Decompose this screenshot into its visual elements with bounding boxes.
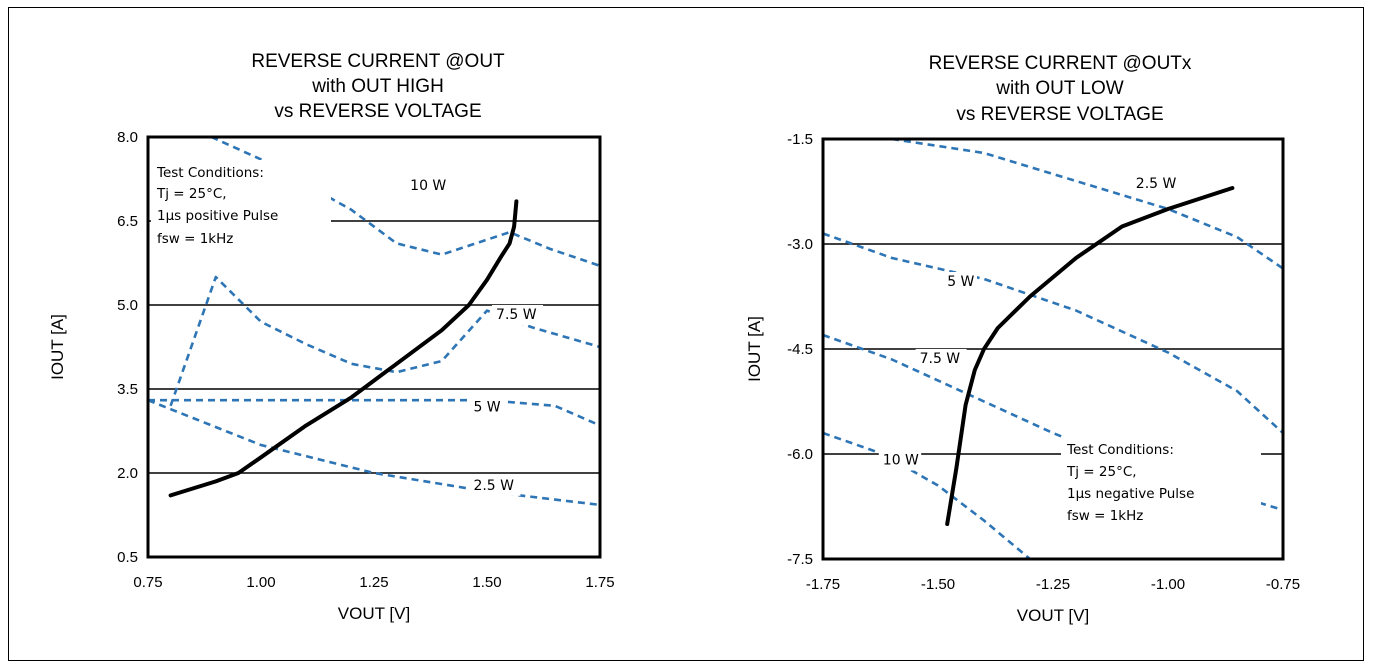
chart1-annotation-line-1: Test Conditions: xyxy=(156,165,264,181)
chart2-plot-border xyxy=(821,137,1285,561)
chart1-annotation-line-3: 1µs positive Pulse xyxy=(157,208,278,224)
chart2-y-tick-label: -3.0 xyxy=(787,236,813,253)
chart2-annotation-line-2: Tj = 25°C, xyxy=(1066,464,1137,480)
chart2-power-curve-10W xyxy=(822,431,1031,560)
chart2-series-line xyxy=(945,186,1235,526)
chart1-x-tick-label: 1.75 xyxy=(585,574,614,591)
chart2-y-tick-label: -6.0 xyxy=(787,446,813,463)
chart2-power-label-bg xyxy=(878,450,922,471)
chart1-title-line-1: REVERSE CURRENT @OUT xyxy=(251,51,505,72)
chart2-annotation-line-1: Test Conditions: xyxy=(1066,442,1174,458)
chart1-y-tick-label: 3.5 xyxy=(117,381,138,398)
chart2-power-label-bg xyxy=(915,349,967,369)
chart1-x-tick-label: 1.00 xyxy=(246,574,275,591)
chart2-y-tick-label: -4.5 xyxy=(787,341,813,358)
chart1-y-axis-label: IOUT [A] xyxy=(48,314,67,380)
chart2-power-label-bg xyxy=(1131,174,1183,194)
chart2-power-label: 10 W xyxy=(883,453,919,469)
chart2-x-tick-label: -1.75 xyxy=(806,576,840,593)
chart2-power-label: 2.5 W xyxy=(1136,176,1177,192)
chart2-y-axis-label: IOUT [A] xyxy=(745,316,764,382)
chart1-power-label-bg xyxy=(469,475,521,496)
chart1-annotation-line-2: Tj = 25°C, xyxy=(156,186,227,202)
chart2-power-curve-5W xyxy=(822,232,1284,434)
chart1-power-label: 10 W xyxy=(410,178,446,194)
chart1-x-tick-label: 1.50 xyxy=(472,574,501,591)
chart1-power-label: 5 W xyxy=(473,399,500,415)
chart2-annotation-line-4: fsw = 1kHz xyxy=(1067,508,1143,524)
chart1-power-curve-75W xyxy=(169,275,601,407)
chart1-power-label: 2.5 W xyxy=(473,478,514,494)
chart2-y-tick-label: -1.5 xyxy=(787,131,813,148)
chart2-title-line-2: with OUT LOW xyxy=(995,78,1123,99)
chart2-y-tick-label: -7.5 xyxy=(787,551,813,568)
chart1-y-tick-label: 5.0 xyxy=(117,297,138,314)
chart1-series-line xyxy=(168,199,519,498)
chart2-power-label: 5 W xyxy=(947,274,974,290)
chart1-power-label-bg xyxy=(406,176,449,197)
chart2-x-tick-label: -1.25 xyxy=(1036,576,1070,593)
chart1-title-line-2: with OUT HIGH xyxy=(311,76,444,97)
chart1-y-tick-label: 2.0 xyxy=(117,465,138,482)
chart1-power-curve-25W xyxy=(147,398,601,507)
chart2-power-label: 7.5 W xyxy=(920,351,961,367)
chart2-x-tick-label: -0.75 xyxy=(1266,576,1300,593)
chart2-x-tick-label: -1.00 xyxy=(1151,576,1185,593)
chart2-annotation-line-3: 1µs negative Pulse xyxy=(1067,486,1194,502)
chart1-x-axis-label: VOUT [V] xyxy=(338,604,410,623)
chart1-power-label-bg xyxy=(492,305,544,325)
chart1-power-label-bg xyxy=(469,397,504,418)
chart2-annotation-bg xyxy=(1061,437,1261,529)
chart1-title-line-3: vs REVERSE VOLTAGE xyxy=(274,101,481,122)
chart2-power-label-bg xyxy=(943,272,977,292)
chart1-annotation-line-4: fsw = 1kHz xyxy=(157,231,233,247)
chart1-x-tick-label: 1.25 xyxy=(359,574,388,591)
chart1-y-tick-label: 0.5 xyxy=(117,549,138,566)
chart2-title-line-1: REVERSE CURRENT @OUTx xyxy=(929,53,1192,74)
chart1-y-tick-label: 6.5 xyxy=(117,213,138,230)
chart1-x-tick-label: 0.75 xyxy=(133,574,162,591)
chart1-power-label: 7.5 W xyxy=(496,307,537,323)
chart1-y-tick-label: 8.0 xyxy=(117,129,138,146)
chart1-annotation-bg xyxy=(151,160,331,252)
chart1-power-curve-5W xyxy=(148,398,601,427)
chart2-x-tick-label: -1.50 xyxy=(921,576,955,593)
chart2-x-axis-label: VOUT [V] xyxy=(1017,606,1089,625)
chart1-plot-border xyxy=(146,135,602,559)
chart2-title-line-3: vs REVERSE VOLTAGE xyxy=(956,104,1163,125)
figure-frame xyxy=(8,7,1364,661)
chart2-power-curve-25W xyxy=(891,137,1284,270)
